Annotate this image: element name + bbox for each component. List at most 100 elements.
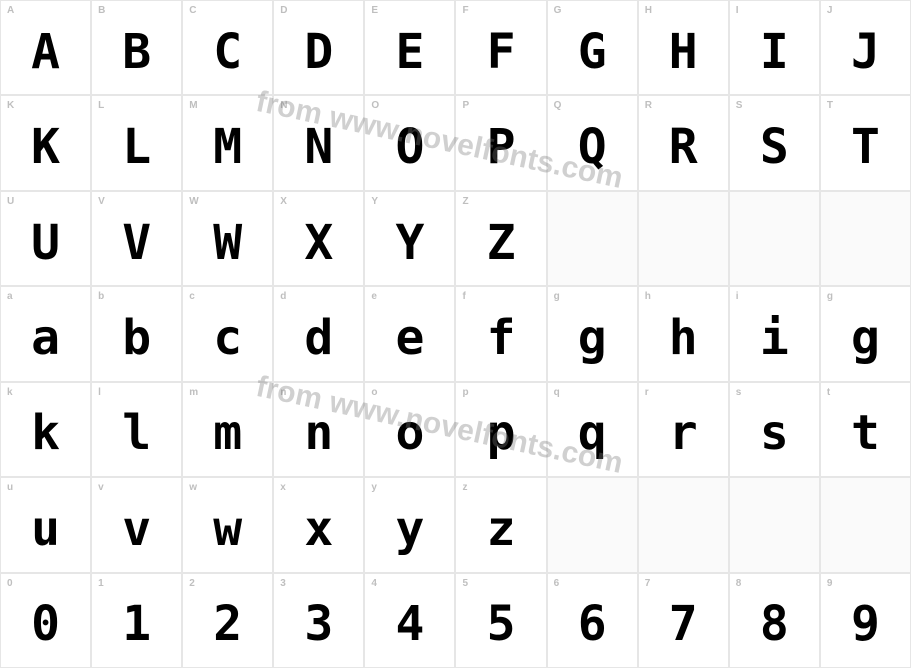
glyph-cell: 33 (273, 573, 364, 668)
glyph-cell-glyph: J (851, 28, 880, 76)
glyph-cell-glyph: m (213, 409, 242, 457)
glyph-cell-label: h (645, 291, 651, 302)
glyph-cell-glyph: x (304, 505, 333, 553)
glyph-cell-glyph: C (213, 28, 242, 76)
glyph-cell: pp (455, 382, 546, 477)
glyph-cell-label: w (189, 482, 197, 493)
glyph-cell-label: M (189, 100, 197, 111)
glyph-cell-glyph: 9 (851, 600, 880, 648)
glyph-cell-empty (638, 191, 729, 286)
glyph-cell: 66 (547, 573, 638, 668)
glyph-cell-label: i (736, 291, 739, 302)
glyph-cell: HH (638, 0, 729, 95)
glyph-cell: 55 (455, 573, 546, 668)
glyph-cell-glyph: g (578, 314, 607, 362)
glyph-cell: XX (273, 191, 364, 286)
glyph-cell: ee (364, 286, 455, 381)
glyph-cell-label: 9 (827, 578, 833, 589)
glyph-cell-label: d (280, 291, 286, 302)
glyph-cell-glyph: v (122, 505, 151, 553)
glyph-cell: MM (182, 95, 273, 190)
glyph-cell-label: D (280, 5, 287, 16)
glyph-cell: dd (273, 286, 364, 381)
glyph-cell-glyph: T (851, 123, 880, 171)
glyph-cell: ww (182, 477, 273, 572)
glyph-cell: ll (91, 382, 182, 477)
glyph-cell-label: 7 (645, 578, 651, 589)
glyph-cell: FF (455, 0, 546, 95)
glyph-cell-label: g (827, 291, 833, 302)
glyph-cell-glyph: Y (395, 219, 424, 267)
glyph-cell-label: V (98, 196, 105, 207)
glyph-cell-label: g (554, 291, 560, 302)
glyph-cell: rr (638, 382, 729, 477)
glyph-cell-label: 1 (98, 578, 104, 589)
glyph-cell-label: r (645, 387, 649, 398)
glyph-cell-label: o (371, 387, 377, 398)
glyph-cell: nn (273, 382, 364, 477)
glyph-cell: xx (273, 477, 364, 572)
glyph-cell-glyph: o (395, 409, 424, 457)
glyph-cell-glyph: l (122, 409, 151, 457)
glyph-cell-glyph: B (122, 28, 151, 76)
glyph-cell: ff (455, 286, 546, 381)
glyph-cell: YY (364, 191, 455, 286)
glyph-cell-empty (729, 477, 820, 572)
glyph-cell-glyph: b (122, 314, 151, 362)
glyph-cell: GG (547, 0, 638, 95)
glyph-cell: CC (182, 0, 273, 95)
glyph-cell: gg (820, 286, 911, 381)
glyph-cell-label: k (7, 387, 13, 398)
glyph-cell: NN (273, 95, 364, 190)
glyph-cell-label: P (462, 100, 469, 111)
glyph-cell-label: 8 (736, 578, 742, 589)
glyph-cell: AA (0, 0, 91, 95)
glyph-cell-label: q (554, 387, 560, 398)
glyph-cell-glyph: e (395, 314, 424, 362)
glyph-cell: 44 (364, 573, 455, 668)
glyph-cell-glyph: O (395, 123, 424, 171)
glyph-cell: 00 (0, 573, 91, 668)
glyph-cell-glyph: M (213, 123, 242, 171)
glyph-cell-label: Z (462, 196, 468, 207)
glyph-cell-glyph: V (122, 219, 151, 267)
glyph-cell-glyph: 3 (304, 600, 333, 648)
glyph-cell-label: F (462, 5, 468, 16)
glyph-cell: qq (547, 382, 638, 477)
glyph-cell-glyph: s (760, 409, 789, 457)
glyph-cell-label: u (7, 482, 13, 493)
glyph-cell-glyph: i (760, 314, 789, 362)
glyph-cell: PP (455, 95, 546, 190)
glyph-cell: II (729, 0, 820, 95)
glyph-cell-label: v (98, 482, 104, 493)
glyph-cell-label: B (98, 5, 105, 16)
glyph-cell: 11 (91, 573, 182, 668)
glyph-cell-label: 4 (371, 578, 377, 589)
glyph-cell-glyph: I (760, 28, 789, 76)
glyph-cell-glyph: A (31, 28, 60, 76)
glyph-cell: aa (0, 286, 91, 381)
glyph-cell-label: l (98, 387, 101, 398)
glyph-cell-empty (820, 477, 911, 572)
glyph-cell-glyph: c (213, 314, 242, 362)
glyph-cell-glyph: h (669, 314, 698, 362)
glyph-cell: KK (0, 95, 91, 190)
glyph-cell-label: X (280, 196, 287, 207)
glyph-cell-label: m (189, 387, 198, 398)
glyph-cell-label: f (462, 291, 465, 302)
glyph-cell: LL (91, 95, 182, 190)
glyph-cell-label: U (7, 196, 14, 207)
glyph-cell-label: S (736, 100, 743, 111)
glyph-cell-label: t (827, 387, 830, 398)
glyph-cell-label: 5 (462, 578, 468, 589)
glyph-cell-glyph: 2 (213, 600, 242, 648)
glyph-cell-glyph: k (31, 409, 60, 457)
glyph-cell-glyph: G (578, 28, 607, 76)
glyph-cell: TT (820, 95, 911, 190)
glyph-cell: tt (820, 382, 911, 477)
glyph-cell-glyph: 0 (31, 600, 60, 648)
glyph-cell-glyph: r (669, 409, 698, 457)
glyph-cell-label: s (736, 387, 742, 398)
glyph-cell: vv (91, 477, 182, 572)
glyph-cell-glyph: z (487, 505, 516, 553)
